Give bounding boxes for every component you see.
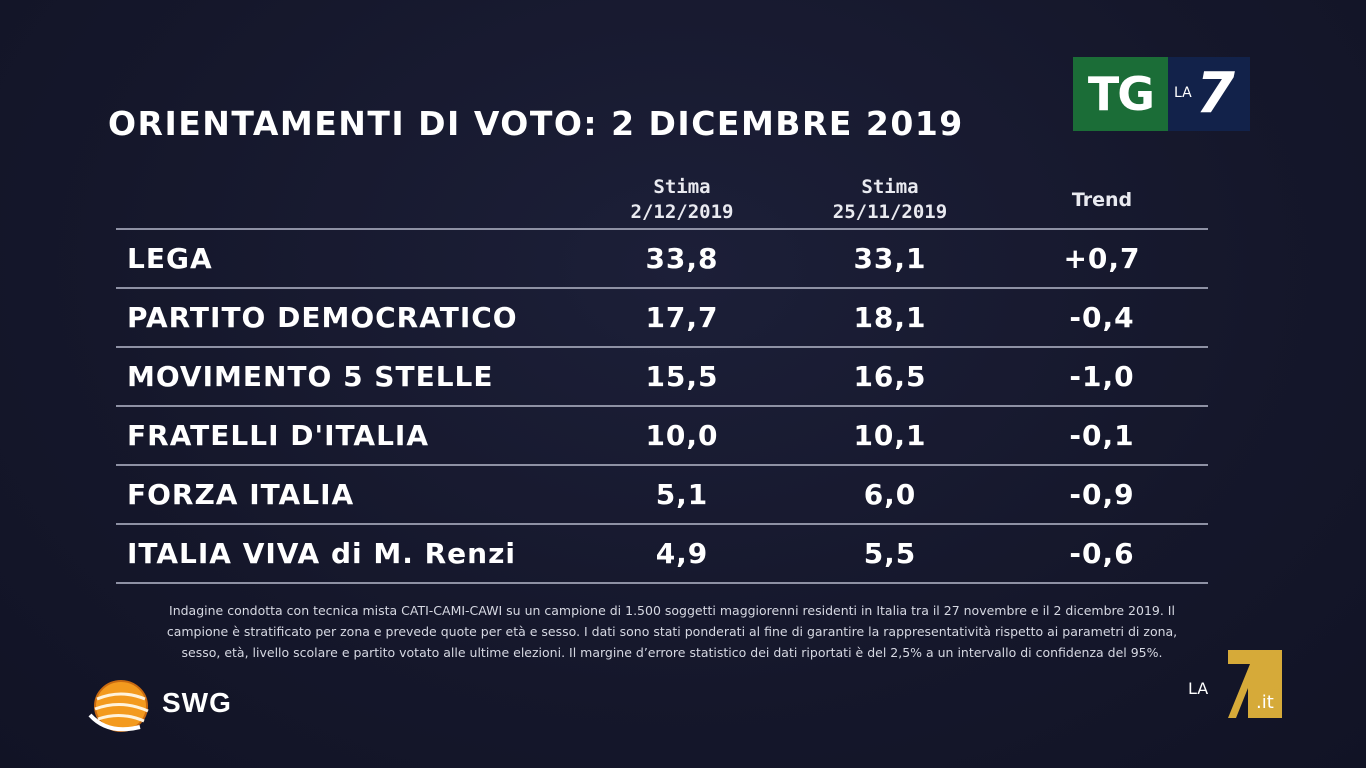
column-header-stima-25-11: Stima 25/11/2019 <box>805 175 975 225</box>
column-header-label: Stima <box>653 176 711 198</box>
stima-25-11-cell: 18,1 <box>853 301 927 334</box>
trend-cell: +0,7 <box>1063 242 1141 275</box>
tg-logo-la: LA <box>1174 85 1192 101</box>
table-row: FRATELLI D'ITALIA 10,0 10,1 -0,1 <box>116 407 1208 466</box>
table-row: ITALIA VIVA di M. Renzi 4,9 5,5 -0,6 <box>116 525 1208 584</box>
trend-cell: -0,4 <box>1069 301 1135 334</box>
page-title: ORIENTAMENTI DI VOTO: 2 DICEMBRE 2019 <box>108 104 964 143</box>
stima-2-12-cell: 15,5 <box>645 360 719 393</box>
stima-2-12-cell: 10,0 <box>645 419 719 452</box>
stima-2-12-cell: 33,8 <box>645 242 719 275</box>
table-row: PARTITO DEMOCRATICO 17,7 18,1 -0,4 <box>116 289 1208 348</box>
la7-it-suffix: .it <box>1256 692 1274 713</box>
trend-cell: -0,1 <box>1069 419 1135 452</box>
methodology-line: campione è stratificato per zona e preve… <box>166 624 1178 639</box>
party-name-cell: FRATELLI D'ITALIA <box>127 419 430 452</box>
stima-25-11-cell: 6,0 <box>863 478 917 511</box>
party-name-cell: MOVIMENTO 5 STELLE <box>127 360 494 393</box>
tg-logo-text: TG <box>1073 57 1168 131</box>
column-header-date: 25/11/2019 <box>832 201 948 223</box>
column-header-trend: Trend <box>1071 189 1133 211</box>
la7-it-la: LA <box>1188 679 1208 698</box>
party-name-cell: LEGA <box>127 242 213 275</box>
column-header-date: 2/12/2019 <box>630 201 734 223</box>
party-name-cell: ITALIA VIVA di M. Renzi <box>127 537 516 570</box>
la7-logo-block: LA 7 <box>1168 57 1250 131</box>
stima-2-12-cell: 17,7 <box>645 301 719 334</box>
methodology-note: Indagine condotta con tecnica mista CATI… <box>108 600 1236 663</box>
column-header-stima-2-12: Stima 2/12/2019 <box>600 175 764 225</box>
stima-25-11-cell: 16,5 <box>853 360 927 393</box>
swg-globe-icon <box>88 680 149 732</box>
stima-25-11-cell: 10,1 <box>853 419 927 452</box>
methodology-line: Indagine condotta con tecnica mista CATI… <box>169 603 1175 618</box>
la7-it-logo: LA .it <box>1188 650 1282 718</box>
stima-25-11-cell: 5,5 <box>863 537 917 570</box>
stima-25-11-cell: 33,1 <box>853 242 927 275</box>
swg-logo-text: SWG <box>162 687 232 718</box>
trend-cell: -0,6 <box>1069 537 1135 570</box>
table-row: FORZA ITALIA 5,1 6,0 -0,9 <box>116 466 1208 525</box>
party-name-cell: PARTITO DEMOCRATICO <box>127 301 518 334</box>
table-top-rule <box>116 228 1208 230</box>
trend-cell: -0,9 <box>1069 478 1135 511</box>
table-body: LEGA 33,8 33,1 +0,7 PARTITO DEMOCRATICO 17,7 1… <box>116 230 1208 584</box>
tg-la7-logo: TG LA 7 <box>1073 57 1250 131</box>
trend-cell: -1,0 <box>1069 360 1135 393</box>
table-row: MOVIMENTO 5 STELLE 15,5 16,5 -1,0 <box>116 348 1208 407</box>
poll-table: LEGA 33,8 33,1 +0,7 PARTITO DEMOCRATICO 17,7 1… <box>116 228 1208 584</box>
table-row: LEGA 33,8 33,1 +0,7 <box>116 230 1208 289</box>
methodology-line: sesso, età, livello scolare e partito vo… <box>181 645 1163 660</box>
stima-2-12-cell: 4,9 <box>655 537 709 570</box>
stima-2-12-cell: 5,1 <box>655 478 709 511</box>
party-name-cell: FORZA ITALIA <box>127 478 355 511</box>
column-header-label: Stima <box>861 176 919 198</box>
tg-logo-seven: 7 <box>1196 61 1235 126</box>
